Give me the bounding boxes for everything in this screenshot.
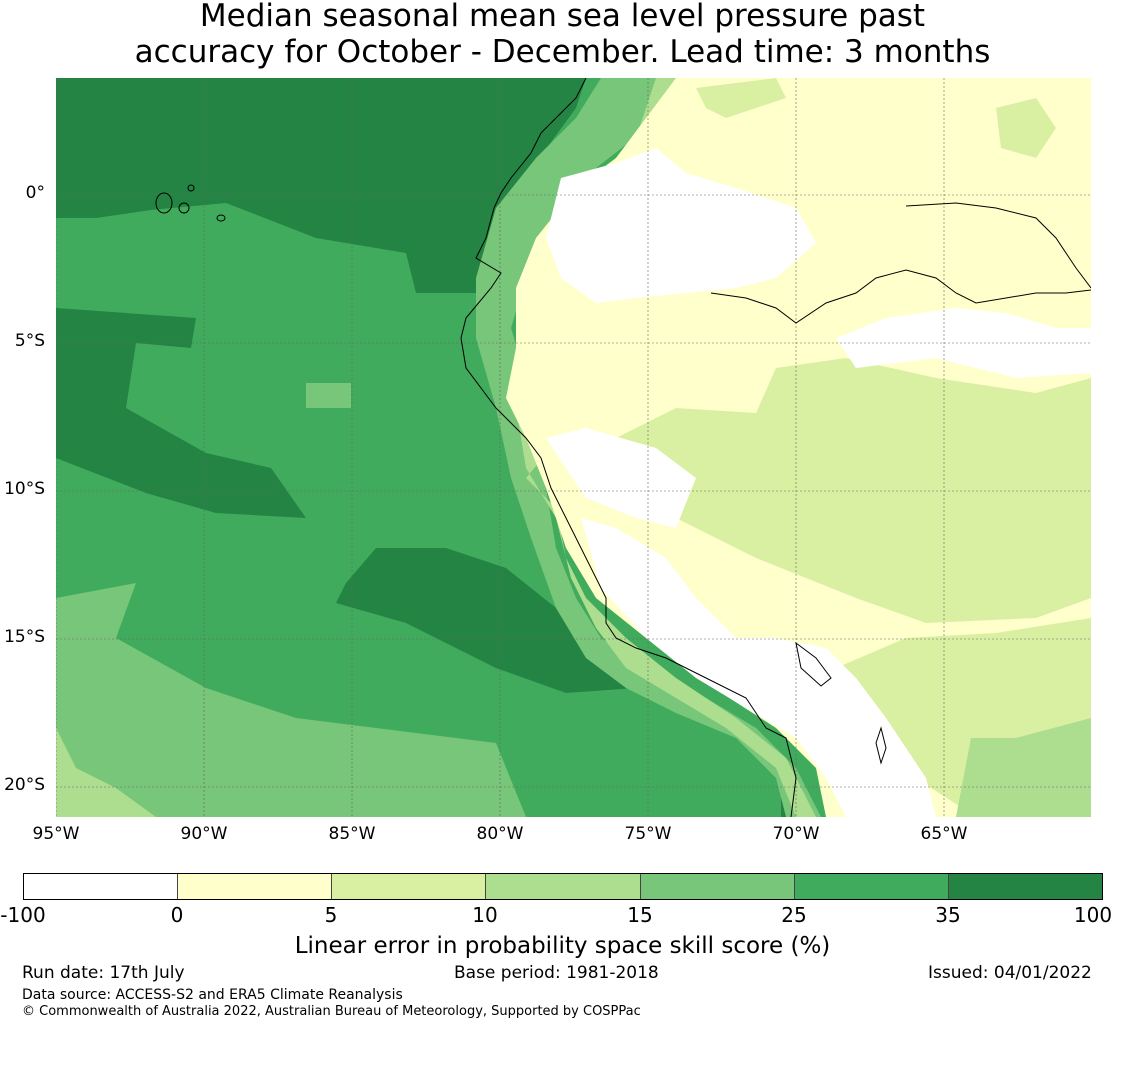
- colorbar-segment: [640, 874, 795, 899]
- coastline: [460, 78, 797, 817]
- lon-tick-85w: 85°W: [328, 824, 376, 844]
- colorbar-segment: [794, 874, 949, 899]
- galapagos-islands: [155, 184, 226, 222]
- river-amazon: [905, 202, 1091, 289]
- map-title-line-2: accuracy for October - December. Lead ti…: [134, 34, 991, 70]
- colorbar-label: 15: [627, 903, 653, 927]
- field-land-5-10-south: [616, 358, 1091, 623]
- lat-tick-5s: 5°S: [14, 331, 45, 351]
- lon-tick-70w: 70°W: [772, 824, 820, 844]
- colorbar-title: Linear error in probability space skill …: [294, 933, 831, 959]
- field-land-neg-mid: [546, 428, 696, 528]
- lon-tick-65w: 65°W: [920, 824, 968, 844]
- colorbar-label: -100: [0, 903, 46, 927]
- field-land-neg-north: [546, 148, 816, 303]
- river-maranon: [710, 269, 1091, 324]
- lat-tick-15s: 15°S: [4, 627, 45, 647]
- lat-tick-20s: 20°S: [4, 775, 45, 795]
- colorbar-segment: [948, 874, 1102, 899]
- run-date: Run date: 17th July: [22, 963, 185, 983]
- colorbar-segment: [332, 874, 487, 899]
- copyright: © Commonwealth of Australia 2022, Austra…: [22, 1004, 641, 1019]
- colorbar-label: 5: [324, 903, 338, 927]
- field-dark-centre: [336, 548, 636, 693]
- lat-tick-0: 0°: [25, 183, 45, 203]
- colorbar-label: 10: [472, 903, 498, 927]
- colorbar-segment: [178, 874, 333, 899]
- field-land-neg-east: [836, 308, 1091, 378]
- colorbar-label: 0: [170, 903, 184, 927]
- field-land-5-10-ne: [996, 98, 1056, 158]
- data-source: Data source: ACCESS-S2 and ERA5 Climate …: [22, 987, 403, 1003]
- colorbar-segment: [24, 874, 179, 899]
- colorbar-label: 100: [1073, 903, 1113, 927]
- field-land-neg-south: [581, 518, 936, 817]
- colorbar-label: 35: [935, 903, 961, 927]
- colorbar-label: 25: [781, 903, 807, 927]
- field-dark-north: [56, 78, 586, 293]
- issued-date: Issued: 04/01/2022: [928, 963, 1092, 983]
- gridlines: [56, 78, 1091, 817]
- field-mid-sw: [56, 728, 156, 817]
- field-light-sw: [56, 583, 526, 817]
- map-title-line-1: Median seasonal mean sea level pressure …: [199, 0, 926, 34]
- lon-tick-80w: 80°W: [476, 824, 524, 844]
- field-light-patch: [306, 383, 351, 408]
- lat-tick-10s: 10°S: [4, 479, 45, 499]
- skill-score-map: [56, 78, 1091, 817]
- lon-tick-95w: 95°W: [32, 824, 80, 844]
- colorbar-segment: [486, 874, 641, 899]
- field-land-5-10-north: [696, 78, 786, 118]
- field-land-10-15-se: [956, 718, 1091, 817]
- lon-tick-90w: 90°W: [180, 824, 228, 844]
- colorbar: [23, 873, 1103, 900]
- lake-titicaca: [795, 641, 887, 765]
- lon-tick-75w: 75°W: [624, 824, 672, 844]
- base-period: Base period: 1981-2018: [454, 963, 659, 983]
- field-dark-west: [56, 308, 306, 518]
